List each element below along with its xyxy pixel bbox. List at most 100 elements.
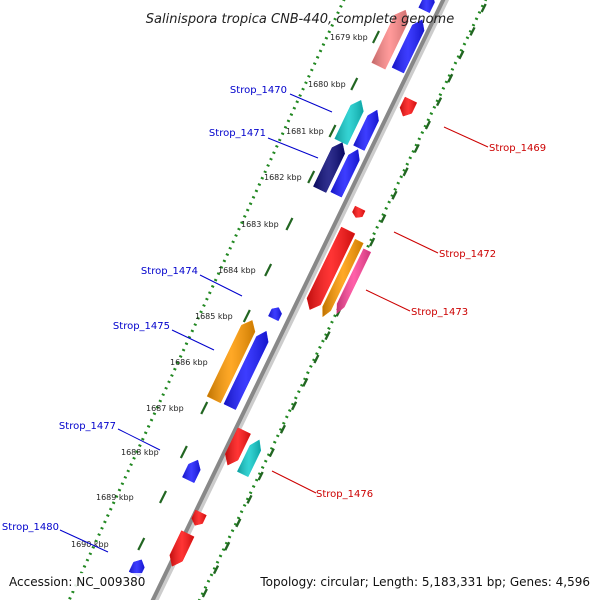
gene-arrow-shading: [392, 19, 425, 73]
tick-labels: 1679 kbp 1680 kbp 1681 kbp 1682 kbp 1683…: [71, 33, 368, 549]
right-tick: [212, 565, 220, 575]
scale-tick: [159, 490, 168, 504]
gene-label-strop-1474[interactable]: Strop_1474: [141, 266, 198, 277]
scale-tick: [372, 30, 380, 44]
tick-label: 1684 kbp: [218, 266, 256, 275]
gene-label-strop-1469[interactable]: Strop_1469: [489, 143, 546, 154]
gene-features: [128, 0, 435, 578]
right-tick: [246, 494, 253, 504]
gene-arrow-shading: [371, 10, 409, 70]
tick-label: 1680 kbp: [308, 80, 346, 89]
gene-label-strop-1477[interactable]: Strop_1477: [59, 421, 116, 432]
right-tick: [380, 214, 387, 224]
right-tick: [369, 237, 376, 247]
right-tick: [435, 97, 443, 107]
gene-arrow-shading: [223, 331, 269, 410]
right-tick: [458, 50, 465, 60]
right-tick: [391, 190, 398, 200]
gene-arrow-shading: [313, 142, 345, 193]
leader-line: [393, 231, 439, 254]
leader-line: [117, 428, 161, 451]
gene-arrow-shading: [330, 149, 360, 198]
scale-tick: [264, 263, 273, 277]
tick-label: 1688 kbp: [121, 448, 159, 457]
right-tick: [201, 588, 208, 598]
topology-text: Topology: circular; Length: 5,183,331 bp…: [259, 575, 590, 589]
gene-arrow-shading: [169, 530, 195, 567]
gene-arrow-shading: [268, 307, 282, 321]
tick-label: 1686 kbp: [170, 358, 208, 367]
tick-label: 1689 kbp: [96, 493, 134, 502]
leader-line: [267, 137, 319, 159]
gene-arrow-shading: [237, 439, 261, 477]
leader-lines: [59, 93, 489, 553]
right-tick: [224, 541, 231, 551]
scale-tick: [200, 401, 209, 415]
scale-tick: [350, 77, 359, 91]
gene-label-strop-1480[interactable]: Strop_1480: [2, 522, 59, 533]
tick-label: 1681 kbp: [286, 127, 324, 136]
gene-label-strop-1472[interactable]: Strop_1472: [439, 249, 496, 260]
right-tick: [469, 26, 476, 36]
leader-line: [171, 329, 215, 351]
gene-label-strop-1470[interactable]: Strop_1470: [230, 85, 287, 96]
tick-label: 1687 kbp: [146, 404, 184, 413]
scale-tick: [179, 445, 188, 459]
gene-label-strop-1476[interactable]: Strop_1476: [316, 489, 373, 500]
scale-tick: [137, 537, 146, 551]
right-tick: [324, 331, 331, 341]
gene-arrow-shading: [129, 559, 145, 577]
gene-labels: Strop_1470 Strop_1471 Strop_1474 Strop_1…: [2, 85, 546, 533]
right-tick: [302, 377, 309, 387]
leader-line: [271, 470, 317, 494]
map-title: Salinispora tropica CNB-440, complete ge…: [146, 12, 454, 27]
scale-ticks: [137, 30, 380, 551]
gene-arrow-shading: [334, 100, 364, 145]
gene-arrow-shading: [191, 510, 207, 526]
gene-arrow-shading: [307, 227, 355, 310]
gene-arrow-shading: [400, 97, 417, 117]
left-dotted-track: [67, 0, 346, 600]
gene-arrow-shading: [182, 460, 201, 483]
tick-label: 1679 kbp: [330, 33, 368, 42]
gene-arrow-shading: [207, 320, 255, 403]
right-tick: [279, 424, 287, 434]
tick-label: 1682 kbp: [264, 173, 302, 182]
right-tick: [447, 73, 454, 83]
footer-right-backdrop: [258, 573, 596, 591]
right-tick: [291, 401, 298, 411]
right-tick: [402, 167, 409, 177]
gene-arrow-shading: [225, 427, 251, 466]
leader-line: [59, 529, 109, 553]
scale-tick: [242, 309, 251, 323]
gene-label-strop-1473[interactable]: Strop_1473: [411, 307, 468, 318]
tick-label: 1690 kbp: [71, 540, 109, 549]
right-tick: [257, 471, 264, 481]
tick-label: 1685 kbp: [195, 312, 233, 321]
accession-text: Accession: NC_009380: [9, 575, 145, 589]
gene-arrow-shading: [336, 248, 371, 314]
leader-line: [289, 93, 333, 113]
tick-label: 1683 kbp: [241, 220, 279, 229]
right-tick: [313, 354, 320, 364]
leader-line: [365, 289, 411, 312]
right-tick: [480, 3, 487, 13]
gene-arrow-shading: [322, 239, 364, 317]
right-tick: [268, 448, 275, 458]
scale-tick: [328, 124, 337, 138]
gene-arrow-shading: [418, 0, 435, 13]
leader-line: [199, 274, 243, 297]
gene-label-strop-1471[interactable]: Strop_1471: [209, 128, 266, 139]
leader-line: [443, 126, 489, 148]
right-tick: [413, 143, 420, 153]
genome-backbone: [150, 0, 446, 600]
gene-label-strop-1475[interactable]: Strop_1475: [113, 321, 170, 332]
right-tick: [424, 120, 431, 130]
scale-tick: [307, 170, 316, 184]
right-tick: [235, 518, 242, 528]
gene-arrow-shading: [352, 206, 366, 218]
gene-arrow-shading: [353, 110, 379, 151]
footer-left-backdrop: [4, 573, 148, 591]
scale-tick: [285, 217, 294, 231]
